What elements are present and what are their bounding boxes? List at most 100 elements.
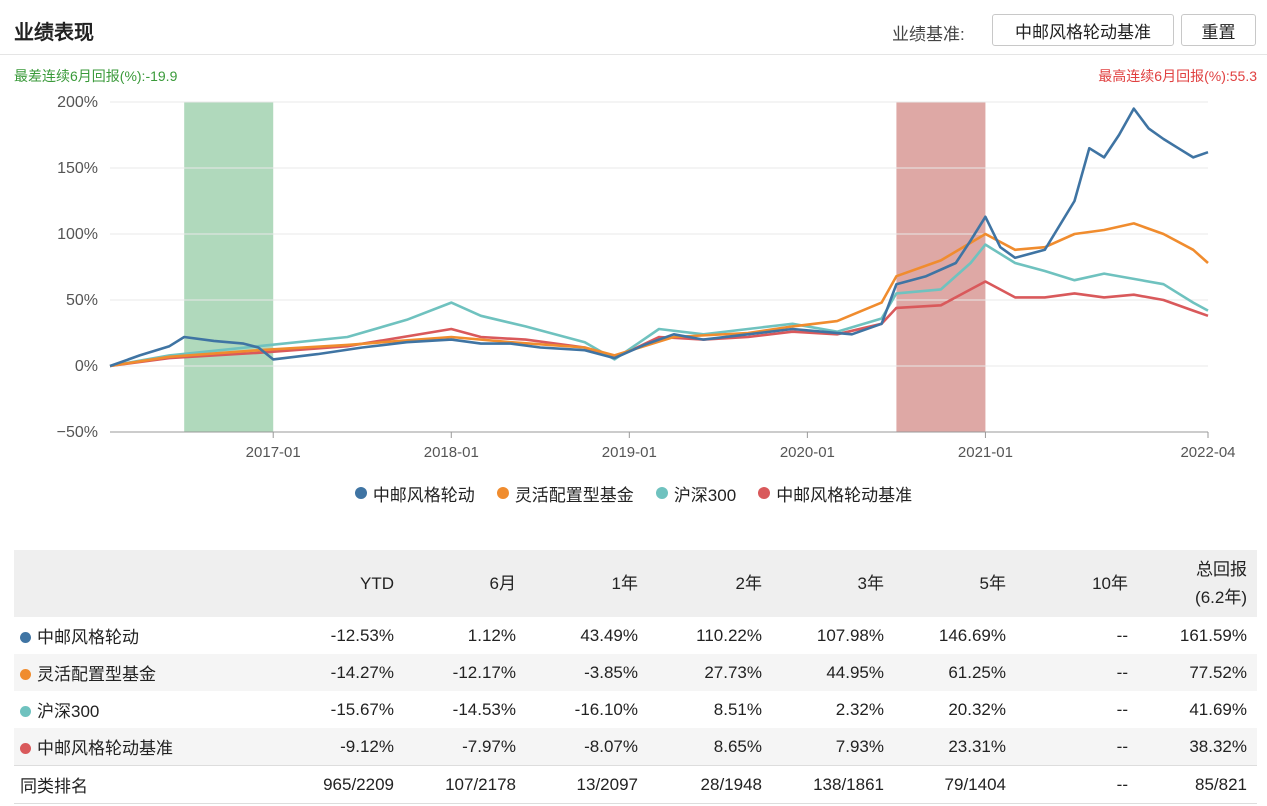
table-cell: -14.53% <box>452 699 516 719</box>
header-1y: 1年 <box>526 550 648 617</box>
rank-label: 同类排名 <box>14 765 280 804</box>
table-cell: -16.10% <box>574 699 638 719</box>
legend-dot <box>758 487 771 499</box>
x-tick-label: 2019-01 <box>602 444 657 461</box>
table-cell: -12.53% <box>330 625 394 645</box>
rank-cell: 85/821 <box>1138 765 1257 804</box>
legend-item-hs300[interactable]: 沪深300 <box>655 480 737 506</box>
x-tick-label: 2018-01 <box>424 444 479 461</box>
x-tick-label: 2020-01 <box>780 444 835 461</box>
table-cell: 61.25% <box>894 654 1016 691</box>
y-tick-label: 100% <box>57 226 98 243</box>
rank-cell: 107/2178 <box>404 765 526 804</box>
header-total-period: (6.2年) <box>1195 587 1247 607</box>
row-label: 中邮风格轮动基准 <box>37 739 173 758</box>
best-period-band <box>896 102 986 432</box>
y-tick-label: 200% <box>57 94 98 111</box>
chart-legend: 中邮风格轮动 灵活配置型基金 沪深300 中邮风格轮动基准 <box>0 480 1267 506</box>
header-ytd: YTD <box>280 550 404 617</box>
x-tick-label: 2017-01 <box>246 444 301 461</box>
row-label: 中邮风格轮动 <box>37 628 139 647</box>
table-cell: 23.31% <box>894 728 1016 766</box>
rank-cell: 13/2097 <box>526 765 648 804</box>
x-tick-label: 2021-01 <box>958 444 1013 461</box>
header-name-col <box>14 550 280 617</box>
y-tick-label: 0% <box>75 358 98 375</box>
legend-dot <box>354 487 367 499</box>
table-cell: -3.85% <box>526 654 648 691</box>
table-cell: -8.07% <box>526 728 648 766</box>
table-cell: 8.65% <box>648 728 772 766</box>
rank-row: 同类排名 965/2209 107/2178 13/2097 28/1948 138/18… <box>14 765 1257 804</box>
row-name: 沪深300 <box>14 691 280 728</box>
header-10y: 10年 <box>1016 550 1138 617</box>
row-name: 中邮风格轮动 <box>14 617 280 654</box>
table-cell: -15.67% <box>330 699 394 719</box>
header-6m: 6月 <box>404 550 526 617</box>
legend-label: 灵活配置型基金 <box>514 485 634 505</box>
table-cell: 146.69% <box>938 625 1006 645</box>
table-cell: 44.95% <box>772 654 894 691</box>
table-cell: 7.93% <box>772 728 894 766</box>
reset-button[interactable]: 重置 <box>1181 14 1256 46</box>
table-cell: 77.52% <box>1138 654 1257 691</box>
legend-dot <box>496 487 509 499</box>
series-line-category[interactable] <box>109 222 1209 368</box>
section-title: 业绩表现 <box>14 22 94 44</box>
table-row: 中邮风格轮动 -12.53% 1.12% 43.49% 110.22% 107.98% 14… <box>14 617 1257 654</box>
table-cell: -12.17% <box>404 654 526 691</box>
table-row: 中邮风格轮动基准 -9.12% -7.97% -8.07% 8.65% 7.93% 23.3… <box>14 728 1257 766</box>
legend-label: 沪深300 <box>673 485 737 505</box>
table-cell: 41.69% <box>1189 699 1247 719</box>
table-cell: -- <box>1116 625 1128 645</box>
performance-chart[interactable]: 200% 150% 100% 50% 0% −50% 2017-01 2018-01 2019… <box>0 80 1267 470</box>
series-line-benchmark[interactable] <box>109 280 1209 368</box>
row-color-dot <box>20 632 31 643</box>
series-line-hs300[interactable] <box>109 243 1209 368</box>
best-6m-return: 最高连续6月回报(%):55.3 <box>1098 68 1257 84</box>
table-cell: -- <box>1016 654 1138 691</box>
table-cell: -7.97% <box>404 728 526 766</box>
worst-6m-return: 最差连续6月回报(%):-19.9 <box>14 68 178 84</box>
series-line-fund[interactable] <box>109 107 1209 368</box>
table-row: 沪深300 -15.67% -14.53% -16.10% 8.51% 2.32% 20.3… <box>14 691 1257 728</box>
rank-cell: 965/2209 <box>280 765 404 804</box>
table-cell: -9.12% <box>280 728 404 766</box>
table-row: 灵活配置型基金 -14.27% -12.17% -3.85% 27.73% 44.95% 6… <box>14 654 1257 691</box>
legend-label: 中邮风格轮动基准 <box>776 485 913 505</box>
table-cell: -- <box>1016 728 1138 766</box>
table-cell: 20.32% <box>948 699 1006 719</box>
table-header-row: YTD 6月 1年 2年 3年 5年 10年 总回报 (6.2年) <box>14 550 1257 617</box>
performance-table: YTD 6月 1年 2年 3年 5年 10年 总回报 (6.2年) 中邮风格轮动 -… <box>14 550 1257 804</box>
rank-cell: -- <box>1016 765 1138 804</box>
legend-item-benchmark[interactable]: 中邮风格轮动基准 <box>758 480 912 506</box>
rank-cell: 138/1861 <box>772 765 894 804</box>
row-label: 灵活配置型基金 <box>37 665 156 684</box>
table-cell: 27.73% <box>648 654 772 691</box>
table-cell: 2.32% <box>835 699 884 719</box>
header-2y: 2年 <box>648 550 772 617</box>
y-tick-label: 50% <box>66 292 98 309</box>
rank-cell: 28/1948 <box>648 765 772 804</box>
table-cell: -14.27% <box>280 654 404 691</box>
legend-item-category[interactable]: 灵活配置型基金 <box>496 480 634 506</box>
table-cell: 110.22% <box>696 625 762 645</box>
legend-dot <box>655 487 668 499</box>
y-tick-label: −50% <box>57 424 98 441</box>
table-cell: 8.51% <box>713 699 762 719</box>
y-tick-label: 150% <box>57 160 98 177</box>
table-cell: 1.12% <box>467 625 516 645</box>
table-cell: 43.49% <box>580 625 638 645</box>
worst-period-band <box>184 102 274 432</box>
rank-cell: 79/1404 <box>894 765 1016 804</box>
benchmark-select-button[interactable]: 中邮风格轮动基准 <box>992 14 1174 46</box>
row-label: 沪深300 <box>37 702 100 721</box>
header-5y: 5年 <box>894 550 1016 617</box>
header-total-label: 总回报 <box>1196 559 1247 579</box>
row-name: 中邮风格轮动基准 <box>14 728 280 766</box>
x-tick-label: 2022-04 <box>1180 444 1235 461</box>
header-3y: 3年 <box>772 550 894 617</box>
legend-item-fund[interactable]: 中邮风格轮动 <box>354 480 475 506</box>
benchmark-label: 业绩基准: <box>892 25 965 44</box>
header-total: 总回报 (6.2年) <box>1138 550 1257 617</box>
